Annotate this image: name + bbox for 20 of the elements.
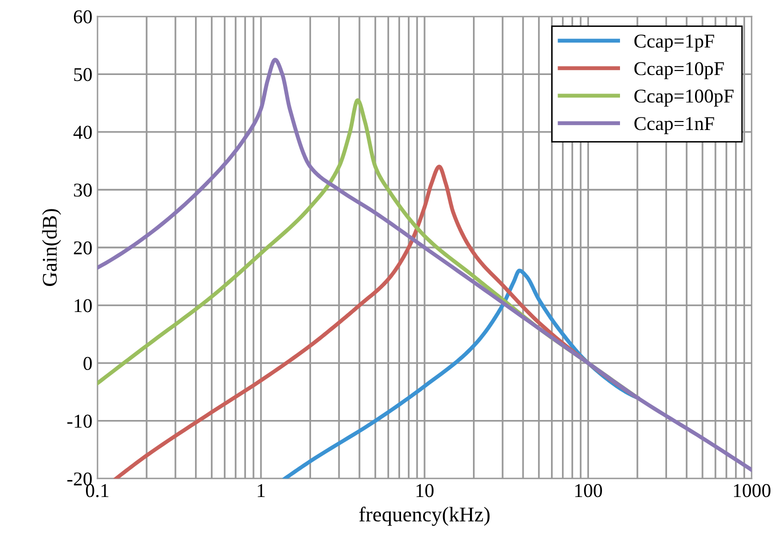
legend-label: Ccap=10pF (634, 62, 724, 80)
x-tick-label: 1000 (734, 484, 770, 498)
x-tick-label: 1 (258, 484, 265, 497)
y-tick-label: -10 (67, 414, 92, 428)
x-axis-title: frequency(kHz) (359, 506, 490, 526)
x-tick-label: 100 (575, 484, 602, 498)
y-tick-label: 0 (84, 356, 92, 370)
legend-label: Ccap=100pF (634, 90, 734, 107)
x-tick-label: 10 (416, 484, 434, 498)
legend-label: Ccap=1nF (634, 117, 714, 134)
y-tick-label: 40 (73, 126, 92, 139)
y-tick-label: -20 (67, 472, 92, 486)
y-tick-label: 50 (74, 68, 92, 82)
x-tick-label: 0.1 (86, 484, 108, 498)
y-tick-label: 20 (74, 241, 92, 254)
y-tick-label: 60 (74, 10, 92, 24)
y-tick-label: 10 (74, 299, 92, 312)
y-tick-label: 30 (74, 184, 92, 197)
y-axis-title: Gain(dB) (42, 209, 62, 286)
legend-label: Ccap=1pF (634, 34, 714, 52)
